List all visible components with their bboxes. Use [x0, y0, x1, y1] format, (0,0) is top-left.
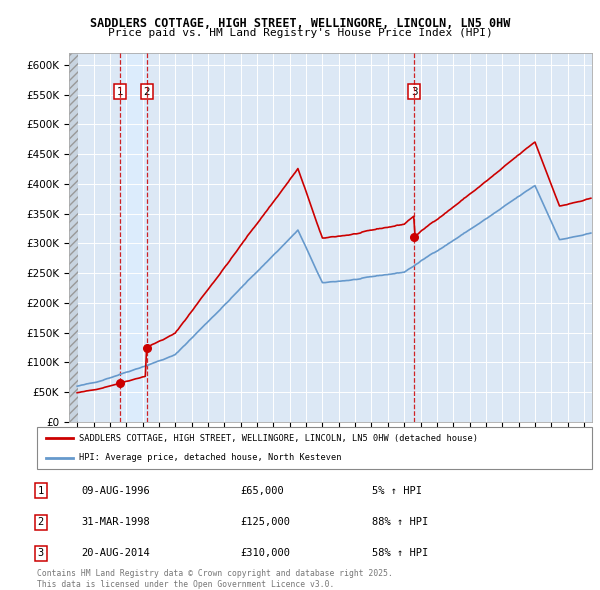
Text: 2: 2	[38, 517, 44, 527]
Text: SADDLERS COTTAGE, HIGH STREET, WELLINGORE, LINCOLN, LN5 0HW: SADDLERS COTTAGE, HIGH STREET, WELLINGOR…	[90, 17, 510, 30]
Text: SADDLERS COTTAGE, HIGH STREET, WELLINGORE, LINCOLN, LN5 0HW (detached house): SADDLERS COTTAGE, HIGH STREET, WELLINGOR…	[79, 434, 478, 442]
Text: 5% ↑ HPI: 5% ↑ HPI	[372, 486, 422, 496]
Bar	[119, 53, 146, 422]
Text: Price paid vs. HM Land Registry's House Price Index (HPI): Price paid vs. HM Land Registry's House …	[107, 28, 493, 38]
FancyBboxPatch shape	[37, 427, 592, 469]
Text: 3: 3	[410, 87, 417, 97]
Text: £310,000: £310,000	[240, 549, 290, 558]
Text: 2: 2	[143, 87, 150, 97]
Text: 1: 1	[38, 486, 44, 496]
Bar	[69, 53, 78, 422]
Text: 31-MAR-1998: 31-MAR-1998	[81, 517, 150, 527]
Text: 3: 3	[38, 549, 44, 558]
Text: 20-AUG-2014: 20-AUG-2014	[81, 549, 150, 558]
Text: £125,000: £125,000	[240, 517, 290, 527]
Text: 09-AUG-1996: 09-AUG-1996	[81, 486, 150, 496]
Text: 1: 1	[116, 87, 123, 97]
Text: Contains HM Land Registry data © Crown copyright and database right 2025.
This d: Contains HM Land Registry data © Crown c…	[37, 569, 393, 589]
Text: 88% ↑ HPI: 88% ↑ HPI	[372, 517, 428, 527]
Text: £65,000: £65,000	[240, 486, 284, 496]
Text: 58% ↑ HPI: 58% ↑ HPI	[372, 549, 428, 558]
Text: HPI: Average price, detached house, North Kesteven: HPI: Average price, detached house, Nort…	[79, 453, 341, 462]
